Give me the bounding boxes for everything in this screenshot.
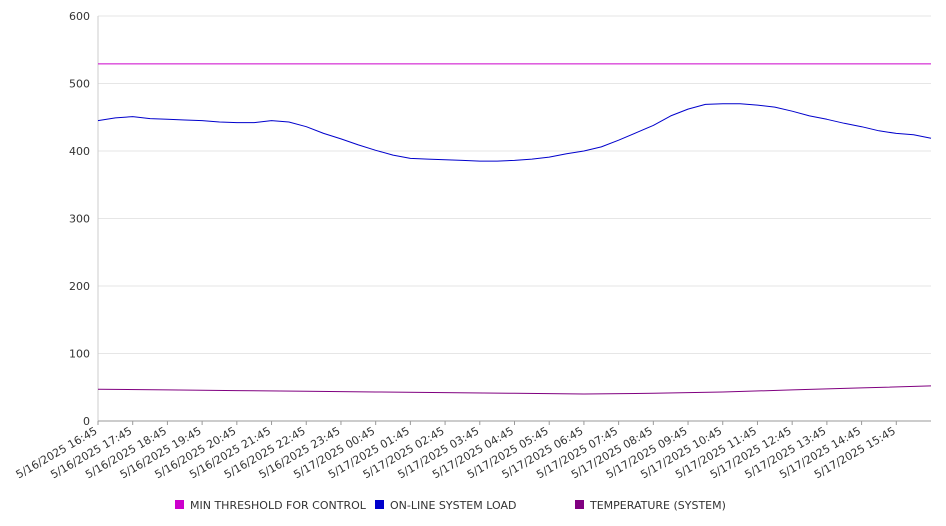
- legend-item-2[interactable]: ON-LINE SYSTEM LOAD: [375, 499, 516, 512]
- legend[interactable]: MIN THRESHOLD FOR CONTROL ON-LINE SYSTEM …: [175, 499, 726, 512]
- legend-label: MIN THRESHOLD FOR CONTROL: [190, 499, 367, 512]
- y-tick-label: 300: [69, 213, 90, 226]
- y-tick-label: 100: [69, 348, 90, 361]
- legend-item-3[interactable]: TEMPERATURE (SYSTEM): [575, 499, 726, 512]
- legend-swatch: [575, 500, 584, 509]
- y-tick-label: 600: [69, 10, 90, 23]
- plot-area: [97, 63, 932, 395]
- y-tick-label: 400: [69, 145, 90, 158]
- series-line-2: [97, 103, 932, 162]
- grid-lines: [98, 15, 931, 354]
- legend-swatch: [175, 500, 184, 509]
- legend-item-1[interactable]: MIN THRESHOLD FOR CONTROL: [175, 499, 367, 512]
- y-axis-ticks: 0 100 200 300 400 500 600: [69, 10, 90, 428]
- y-tick-label: 500: [69, 78, 90, 91]
- y-tick-label: 0: [83, 415, 90, 428]
- legend-swatch: [375, 500, 384, 509]
- legend-label: ON-LINE SYSTEM LOAD: [390, 499, 516, 512]
- x-axis-ticks: 5/16/2025 16:455/16/2025 17:455/16/2025 …: [14, 421, 898, 481]
- series-line-3: [97, 385, 932, 395]
- y-tick-label: 200: [69, 280, 90, 293]
- legend-label: TEMPERATURE (SYSTEM): [589, 499, 726, 512]
